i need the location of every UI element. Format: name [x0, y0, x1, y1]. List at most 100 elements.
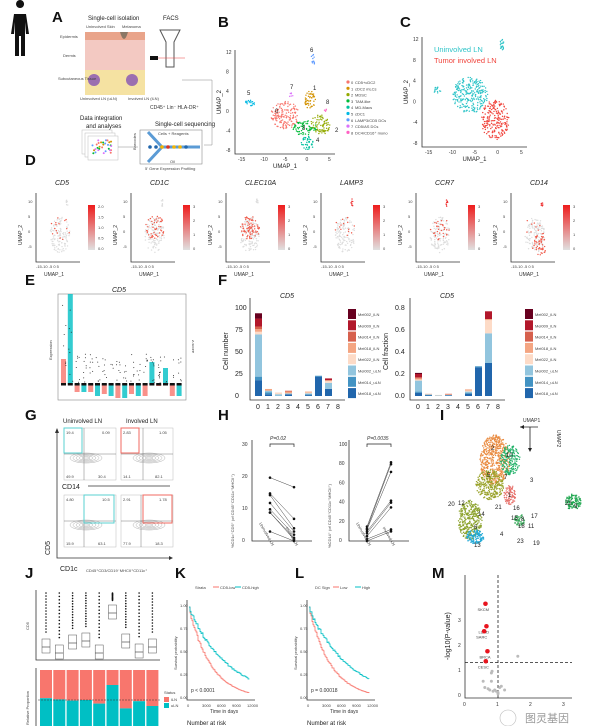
- gray-cells: [63, 250, 65, 252]
- cluster-10-cells: [514, 460, 516, 462]
- gray-cells: [434, 236, 436, 238]
- involved-cells: [497, 111, 500, 114]
- cell-dot: [159, 371, 161, 373]
- cluster-13-cells: [473, 539, 475, 542]
- y-tick: 0: [313, 229, 316, 234]
- gray-cells: [337, 225, 339, 227]
- gray-cells: [258, 235, 260, 238]
- cluster-2-cells: [508, 465, 511, 468]
- cluster-10-cells: [505, 448, 507, 451]
- x-axis-label: UMAP_1: [273, 164, 298, 170]
- cluster-5-cells: [500, 487, 502, 489]
- expressing-cells: [443, 227, 446, 229]
- uninvolved-cells: [459, 80, 461, 82]
- gray-cells: [246, 223, 248, 225]
- cluster-3-cells: [292, 127, 295, 129]
- uninvolved-point: [268, 476, 272, 479]
- cluster-10-cells: [509, 459, 512, 462]
- cluster-0-cells: [281, 126, 284, 128]
- gray-cells: [63, 236, 65, 238]
- cluster-6-cells: [476, 523, 479, 525]
- x-tick: 3: [286, 404, 290, 411]
- x-ticks: -15-10 -5 0 5: [511, 264, 535, 269]
- cell-dot: [150, 359, 152, 361]
- gray-cells: [338, 223, 340, 225]
- cluster-1-cells: [509, 494, 511, 496]
- cluster-4-cells: [303, 136, 305, 139]
- cluster-label: 23: [517, 539, 524, 545]
- cluster-2-cells: [315, 121, 318, 123]
- cell-dot: [133, 361, 135, 363]
- expressing-cells: [541, 238, 543, 240]
- uninvolved-cells: [480, 102, 483, 105]
- cluster-3-cells: [307, 120, 309, 122]
- cluster-2-cells: [488, 461, 490, 464]
- cell-dot: [163, 356, 165, 358]
- density-contour: [72, 453, 100, 463]
- involved-cells: [494, 105, 496, 107]
- cluster-5-cells: [483, 478, 485, 480]
- cell-dot: [119, 364, 121, 366]
- gray-cells: [56, 240, 59, 242]
- cluster-10-cells: [516, 458, 519, 460]
- outlier-point: [98, 626, 100, 629]
- cluster-13-cells: [481, 532, 484, 535]
- cluster-0-cells: [286, 122, 288, 125]
- x-ticks: -15-10 -5 0 5: [131, 264, 155, 269]
- expressing-cells: [161, 234, 163, 236]
- involved-point: [389, 528, 393, 531]
- expressing-cells: [65, 218, 67, 221]
- cluster-5-cells: [480, 484, 482, 486]
- gray-cells: [241, 237, 243, 240]
- cluster-5-cells: [253, 103, 255, 106]
- cluster-5-cells: [247, 101, 249, 103]
- legend-id: 6: [351, 118, 354, 123]
- cluster-label: 4: [500, 532, 504, 538]
- cluster-2-cells: [314, 122, 317, 124]
- cluster-6-cells: [476, 519, 478, 521]
- cluster-5-cells: [496, 493, 498, 495]
- involved-cells: [492, 104, 495, 106]
- expressing-cells: [533, 239, 536, 242]
- cluster-1-cells: [510, 488, 512, 490]
- outlier-point: [85, 615, 87, 617]
- cluster-5-cells: [499, 491, 501, 494]
- gray-cells: [154, 224, 157, 227]
- cluster-6-cells: [311, 62, 314, 64]
- outlier-point: [138, 632, 140, 635]
- involved-cells: [498, 101, 500, 103]
- cluster-5-cells: [489, 469, 492, 471]
- gray-cells: [144, 231, 147, 233]
- cluster-2-cells: [479, 460, 482, 462]
- cluster-5-cells: [485, 491, 487, 494]
- cluster-10-cells: [509, 473, 511, 476]
- cluster-number: 4: [316, 138, 320, 144]
- cluster-3-cells: [303, 121, 305, 123]
- cluster-11-cells: [514, 521, 516, 524]
- outlier-point: [151, 631, 154, 633]
- cluster-0-cells: [280, 119, 282, 122]
- uninvolved-cells: [477, 98, 479, 100]
- uninvolved-cells: [483, 100, 486, 103]
- cluster-6-cells: [468, 517, 470, 519]
- cluster-1-cells: [311, 105, 313, 107]
- cell-dot: [132, 375, 134, 377]
- y-axis-label: Expression: [48, 340, 53, 360]
- expressing-cells: [531, 247, 534, 249]
- legend-label: Mel014_uLN: [358, 380, 381, 385]
- cluster-5-cells: [477, 476, 479, 479]
- y-axis-label: UMAP_2: [303, 225, 309, 245]
- cluster-11-cells: [519, 516, 522, 518]
- gray-cells: [535, 230, 538, 232]
- bar-segment-Mel014_uLN: [315, 375, 322, 377]
- gray-cells: [539, 232, 542, 235]
- cluster-0-cells: [274, 112, 276, 114]
- legend-title: Status: [164, 690, 175, 695]
- involved-cells: [493, 110, 495, 113]
- cluster-0-cells: [293, 107, 296, 110]
- uninvolved-cells: [486, 99, 488, 102]
- involved-cells: [482, 118, 484, 121]
- y-tick: -8: [226, 148, 231, 154]
